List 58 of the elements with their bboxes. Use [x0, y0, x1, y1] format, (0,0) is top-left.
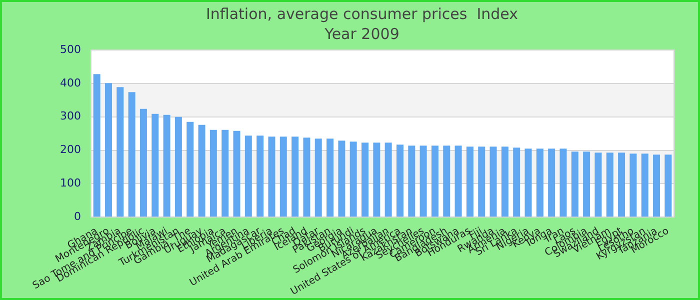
bar — [606, 152, 614, 217]
bar — [664, 154, 672, 217]
bar — [466, 146, 474, 217]
y-tick-label: 300 — [60, 110, 81, 123]
y-tick-label: 200 — [60, 143, 81, 156]
bar — [350, 142, 357, 217]
bar — [326, 138, 334, 217]
bar — [408, 146, 416, 217]
y-tick-label: 500 — [60, 42, 81, 56]
bar — [536, 148, 544, 217]
bar — [268, 136, 276, 217]
bar — [630, 154, 637, 217]
bar — [641, 154, 648, 217]
bar — [548, 148, 556, 217]
bar — [454, 146, 462, 217]
bar — [116, 87, 124, 217]
bar — [431, 146, 438, 217]
bar — [210, 130, 217, 217]
bar — [653, 154, 660, 217]
bar — [501, 146, 508, 217]
bar — [396, 144, 404, 217]
bar — [303, 138, 310, 217]
bar — [420, 146, 427, 217]
bar — [163, 114, 170, 217]
bar — [256, 136, 264, 217]
bar — [478, 146, 486, 217]
bar — [524, 148, 532, 217]
bar — [560, 148, 567, 217]
bar — [152, 114, 159, 217]
bar — [140, 108, 147, 217]
bar — [292, 136, 299, 217]
bar — [93, 74, 100, 217]
bar — [384, 142, 392, 217]
chart-subtitle: Year 2009 — [324, 24, 400, 43]
bar — [443, 146, 450, 217]
bar — [513, 148, 520, 217]
bar — [314, 138, 322, 217]
bar — [198, 124, 206, 217]
bar — [222, 130, 229, 217]
y-tick-label: 100 — [60, 176, 81, 190]
bar — [338, 140, 346, 217]
bar — [362, 142, 369, 217]
bar — [594, 152, 602, 217]
bar — [490, 146, 497, 217]
bar — [571, 152, 578, 217]
bar — [373, 142, 380, 217]
bar — [104, 83, 112, 217]
bar — [244, 136, 252, 217]
y-tick-label: 400 — [60, 76, 81, 90]
bar — [128, 92, 136, 217]
bar — [186, 122, 194, 217]
bar — [233, 130, 240, 217]
bar — [583, 152, 590, 217]
chart-title: Inflation, average consumer prices Index — [206, 4, 518, 23]
y-tick-label: 0 — [74, 210, 81, 223]
bar — [618, 152, 626, 217]
bar — [174, 116, 182, 217]
bar — [280, 136, 287, 217]
